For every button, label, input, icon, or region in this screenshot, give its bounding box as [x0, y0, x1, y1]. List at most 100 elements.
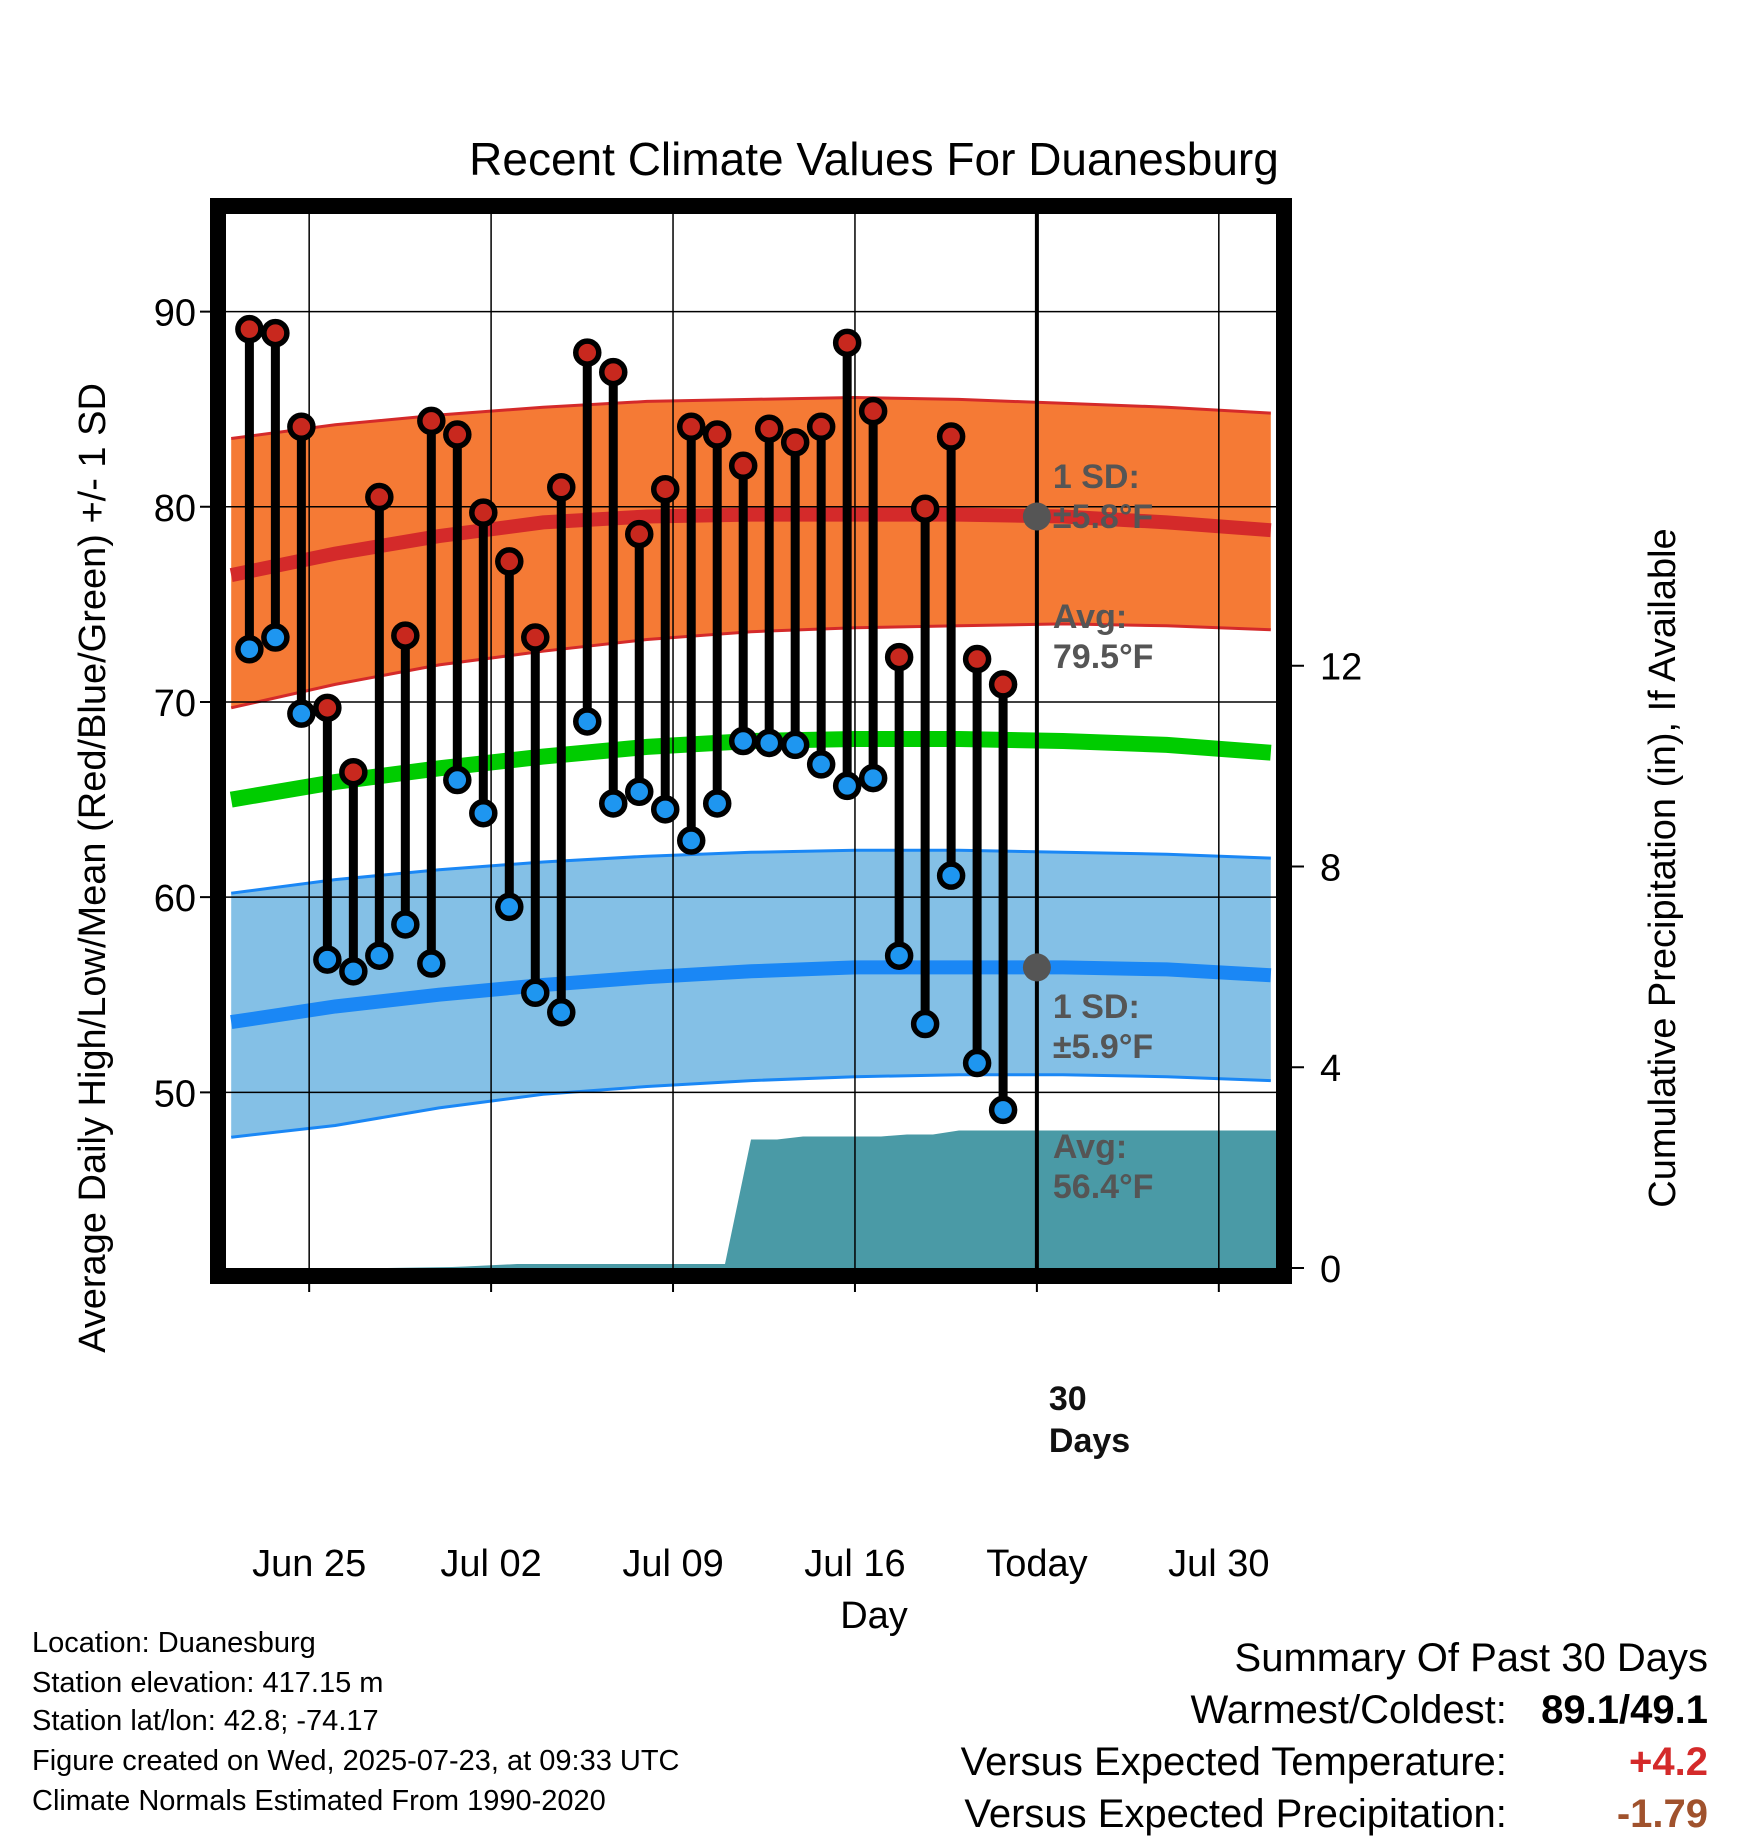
high-point [365, 482, 394, 512]
x-tick-label: Jul 02 [440, 1543, 541, 1585]
low-point [728, 726, 758, 756]
high-point [780, 428, 810, 457]
low-point [287, 699, 316, 728]
y-axis-label-right: Cumulative Precipitation (in), If Availa… [1642, 528, 1684, 1207]
low-point [339, 957, 368, 986]
high-avg-marker [1022, 502, 1051, 531]
low-point [858, 763, 888, 793]
high-point [599, 357, 628, 387]
summary-precip-label: Versus Expected Precipitation: [964, 1792, 1507, 1836]
high-point [702, 420, 732, 449]
y-tick-label-left: 80 [154, 488, 196, 530]
x-tick-label: Jul 30 [1168, 1543, 1269, 1585]
low-point [780, 730, 810, 760]
summary-warmest-coldest-row: Warmest/Coldest: 89.1/49.1 [961, 1684, 1709, 1736]
low-point [443, 765, 472, 795]
low-point [650, 795, 680, 824]
y-tick-label-left: 50 [154, 1073, 196, 1115]
summary-temp-label: Versus Expected Temperature: [960, 1740, 1507, 1784]
high-point [547, 473, 576, 502]
high-sd-value: ±5.8°F [1053, 498, 1153, 536]
low-point [521, 978, 550, 1008]
high-point [858, 396, 888, 426]
low-point [754, 728, 784, 758]
low-point [417, 949, 446, 978]
x-tick-label: Jul 09 [622, 1543, 723, 1585]
high-point [469, 498, 498, 527]
high-point [261, 318, 290, 348]
high-point [962, 644, 992, 674]
y-tick-label-left: 60 [154, 878, 196, 920]
y-tick-label-right: 0 [1320, 1249, 1341, 1291]
high-point [287, 412, 316, 442]
y-tick-label-left: 90 [154, 293, 196, 335]
high-point [339, 757, 368, 787]
plot-inner [226, 214, 1276, 1268]
low-point [832, 771, 862, 801]
low-point [599, 789, 628, 818]
low-point [495, 892, 524, 922]
low-point [936, 861, 966, 890]
low-point [261, 623, 290, 652]
info-latlon: Station lat/lon: 42.8; -74.17 [32, 1705, 379, 1737]
low-point [910, 1009, 940, 1039]
days-word-label: Days [1049, 1422, 1130, 1460]
x-axis-label: Day [840, 1595, 908, 1637]
low-avg-line [230, 960, 1272, 1030]
high-point [806, 412, 836, 442]
low-sd-lower-edge [231, 1073, 1271, 1139]
low-point [469, 798, 498, 828]
high-point [391, 621, 420, 650]
low-sd-label: 1 SD: [1053, 988, 1140, 1026]
low-sd-value: ±5.9°F [1053, 1028, 1153, 1066]
high-point [936, 422, 966, 451]
info-created: Figure created on Wed, 2025-07-23, at 09… [32, 1745, 680, 1777]
low-avg-marker [1022, 953, 1051, 982]
info-location: Location: Duanesburg [32, 1627, 316, 1659]
low-point [573, 707, 602, 736]
summary-panel: Summary Of Past 30 Days Warmest/Coldest:… [961, 1632, 1708, 1840]
x-tick-label: Today [986, 1543, 1087, 1585]
high-point [313, 693, 342, 723]
y-tick-label-right: 8 [1320, 847, 1341, 889]
summary-temp-row: Versus Expected Temperature: +4.2 [961, 1736, 1708, 1788]
x-tick-label: Jul 16 [804, 1543, 905, 1585]
high-sd-upper-edge [231, 395, 1271, 440]
high-point [235, 314, 264, 344]
plot-frame [210, 198, 1292, 1284]
low-avg-value: 56.4°F [1053, 1168, 1154, 1206]
low-point [702, 789, 732, 818]
precip-area [231, 1130, 1276, 1268]
high-point [910, 494, 940, 523]
y-tick-label-left: 70 [154, 683, 196, 725]
low-point [806, 750, 836, 779]
info-elevation: Station elevation: 417.15 m [32, 1667, 384, 1699]
high-point [728, 451, 758, 481]
low-point [391, 910, 420, 939]
summary-precip-row: Versus Expected Precipitation: -1.79 [961, 1788, 1708, 1840]
x-tick-label: Jun 25 [252, 1543, 366, 1585]
high-avg-line [229, 507, 1272, 582]
high-avg-value: 79.5°F [1053, 638, 1154, 676]
summary-warmest-coldest-value: 89.1/49.1 [1541, 1688, 1708, 1732]
high-point [884, 642, 914, 672]
low-avg-label: Avg: [1053, 1128, 1127, 1166]
info-normals: Climate Normals Estimated From 1990-2020 [32, 1785, 606, 1817]
high-point [754, 414, 784, 443]
low-point [365, 941, 394, 970]
low-point [624, 777, 654, 806]
y-tick-label-right: 4 [1320, 1048, 1341, 1090]
low-point [235, 635, 264, 664]
low-point [884, 941, 914, 970]
high-point [988, 670, 1018, 699]
high-point [676, 412, 706, 442]
y-axis-label-left: Average Daily High/Low/Mean (Red/Blue/Gr… [72, 383, 114, 1353]
summary-temp-value: +4.2 [1629, 1740, 1708, 1784]
high-point [650, 474, 680, 504]
low-point [962, 1048, 992, 1078]
y-tick-label-right: 12 [1320, 647, 1362, 689]
summary-warmest-coldest-label: Warmest/Coldest: [1190, 1688, 1507, 1732]
high-point [521, 623, 550, 652]
